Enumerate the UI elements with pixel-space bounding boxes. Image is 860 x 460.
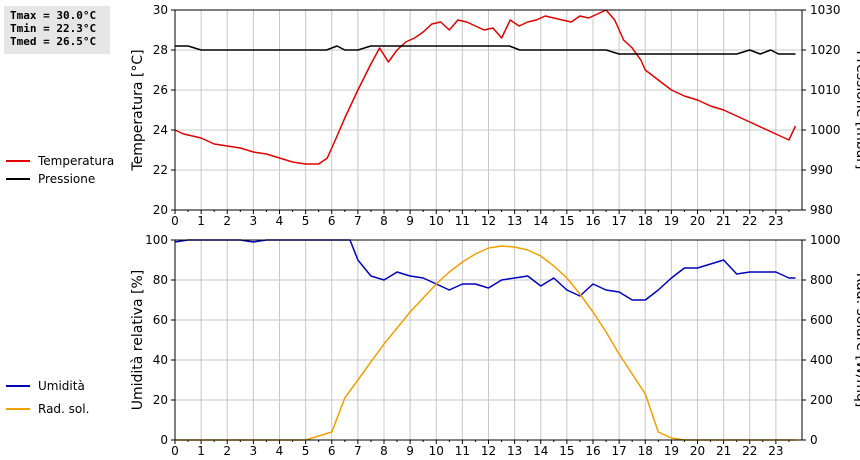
y2-tick-label: 0 [810, 433, 818, 447]
x-tick-label: 6 [328, 214, 336, 228]
y2-tick-label: 1020 [810, 43, 841, 57]
x-tick-label: 23 [768, 444, 783, 458]
x-tick-label: 23 [768, 214, 783, 228]
x-tick-label: 9 [406, 444, 414, 458]
x-tick-label: 3 [250, 214, 258, 228]
x-tick-label: 7 [354, 444, 362, 458]
x-tick-label: 18 [638, 444, 653, 458]
y-tick-label: 22 [153, 163, 168, 177]
x-tick-label: 19 [664, 214, 679, 228]
series-line-temperatura [174, 9, 797, 165]
y2-tick-label: 1000 [810, 123, 841, 137]
y-tick-label: 24 [153, 123, 168, 137]
x-tick-label: 9 [406, 214, 414, 228]
x-tick-label: 21 [716, 214, 731, 228]
x-tick-label: 1 [197, 444, 205, 458]
x-tick-label: 4 [276, 214, 284, 228]
x-tick-label: 15 [559, 444, 574, 458]
x-tick-label: 17 [611, 214, 626, 228]
x-tick-label: 19 [664, 444, 679, 458]
y-tick-label: 60 [153, 313, 168, 327]
y-tick-label: 100 [145, 233, 168, 247]
plot-frame-0 [174, 9, 803, 211]
x-tick-label: 14 [533, 214, 548, 228]
y2-tick-label: 400 [810, 353, 833, 367]
x-tick-label: 16 [585, 444, 600, 458]
x-tick-label: 6 [328, 444, 336, 458]
x-tick-label: 13 [507, 444, 522, 458]
y-axis-label: Temperatura [°C] [130, 49, 146, 171]
y2-tick-label: 1010 [810, 83, 841, 97]
x-tick-label: 2 [223, 214, 231, 228]
y2-tick-label: 1000 [810, 233, 841, 247]
x-tick-label: 12 [481, 444, 496, 458]
x-tick-label: 8 [380, 444, 388, 458]
y-tick-label: 20 [153, 393, 168, 407]
x-tick-label: 18 [638, 214, 653, 228]
x-tick-label: 1 [197, 214, 205, 228]
x-tick-label: 15 [559, 214, 574, 228]
stats-box: Tmax = 30.0°C Tmin = 22.3°C Tmed = 26.5°… [4, 6, 110, 54]
y2-tick-label: 600 [810, 313, 833, 327]
series-line-rad-sol- [175, 245, 796, 441]
y-tick-label: 26 [153, 83, 168, 97]
x-tick-label: 13 [507, 214, 522, 228]
legend-label: Pressione [38, 172, 95, 186]
y2-tick-label: 980 [810, 203, 833, 217]
x-tick-label: 22 [742, 214, 757, 228]
x-tick-label: 11 [455, 214, 470, 228]
y-tick-label: 28 [153, 43, 168, 57]
y2-tick-label: 800 [810, 273, 833, 287]
x-tick-label: 3 [250, 444, 258, 458]
x-tick-label: 20 [690, 444, 705, 458]
y-tick-label: 0 [160, 433, 168, 447]
x-tick-label: 2 [223, 444, 231, 458]
y-tick-label: 80 [153, 273, 168, 287]
legend-label: Rad. sol. [38, 402, 89, 416]
y2-axis-label: Rad. solare [W/mq] [853, 273, 860, 408]
x-tick-label: 14 [533, 444, 548, 458]
x-tick-label: 5 [302, 214, 310, 228]
y-tick-label: 40 [153, 353, 168, 367]
y2-tick-label: 200 [810, 393, 833, 407]
y-axis-label: Umidità relativa [%] [130, 270, 146, 411]
y2-tick-label: 1030 [810, 3, 841, 17]
series-line-pressione [175, 45, 796, 55]
legend-label: Umidità [38, 379, 85, 393]
x-tick-label: 0 [171, 444, 179, 458]
x-tick-label: 5 [302, 444, 310, 458]
x-tick-label: 10 [429, 444, 444, 458]
y-tick-label: 30 [153, 3, 168, 17]
plot-frame-1 [174, 239, 803, 441]
x-tick-label: 8 [380, 214, 388, 228]
x-tick-label: 16 [585, 214, 600, 228]
tmed-label: Tmed = 26.5°C [10, 35, 97, 48]
y2-axis-label: Pressione [mbar] [853, 50, 860, 169]
x-tick-label: 4 [276, 444, 284, 458]
x-tick-label: 20 [690, 214, 705, 228]
x-tick-label: 10 [429, 214, 444, 228]
x-tick-label: 7 [354, 214, 362, 228]
x-tick-label: 22 [742, 444, 757, 458]
x-tick-label: 12 [481, 214, 496, 228]
x-tick-label: 0 [171, 214, 179, 228]
x-tick-label: 11 [455, 444, 470, 458]
tmin-label: Tmin = 22.3°C [10, 22, 97, 35]
y2-tick-label: 990 [810, 163, 833, 177]
tmax-label: Tmax = 30.0°C [10, 9, 97, 22]
x-tick-label: 21 [716, 444, 731, 458]
x-tick-label: 17 [611, 444, 626, 458]
legend-label: Temperatura [37, 154, 114, 168]
y-tick-label: 20 [153, 203, 168, 217]
